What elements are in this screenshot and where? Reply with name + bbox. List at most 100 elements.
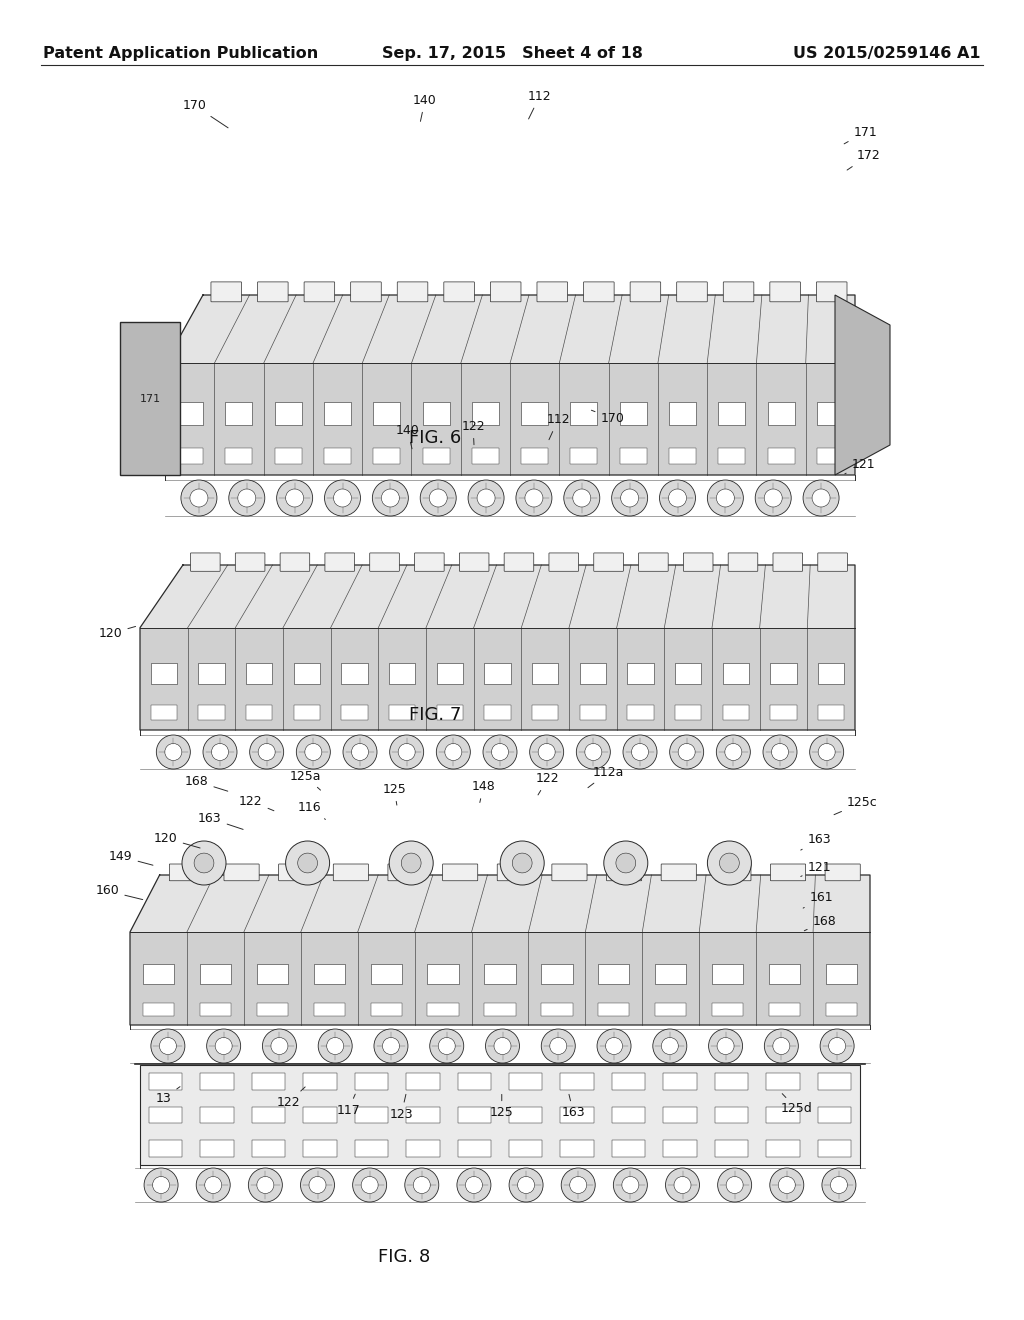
Circle shape <box>763 735 797 770</box>
Circle shape <box>770 1168 804 1203</box>
Circle shape <box>764 488 782 507</box>
Circle shape <box>401 853 421 873</box>
FancyBboxPatch shape <box>770 282 801 302</box>
Bar <box>715 1106 749 1123</box>
Text: 122: 122 <box>461 420 485 445</box>
Bar <box>150 1106 182 1123</box>
FancyBboxPatch shape <box>825 865 860 880</box>
Text: 171: 171 <box>844 125 878 144</box>
Bar <box>766 1140 800 1156</box>
Circle shape <box>153 1176 170 1193</box>
Circle shape <box>822 1168 856 1203</box>
Bar <box>246 705 272 721</box>
Text: 168: 168 <box>804 915 837 931</box>
Circle shape <box>215 1038 232 1055</box>
Bar <box>257 964 288 983</box>
FancyBboxPatch shape <box>630 282 660 302</box>
Circle shape <box>249 1168 283 1203</box>
Bar <box>817 1073 851 1090</box>
Text: Sep. 17, 2015 Sheet 4 of 18: Sep. 17, 2015 Sheet 4 of 18 <box>382 46 642 61</box>
Bar <box>373 447 400 465</box>
Text: FIG. 7: FIG. 7 <box>409 706 462 725</box>
Circle shape <box>457 1168 490 1203</box>
Bar <box>560 1106 594 1123</box>
Circle shape <box>382 1038 399 1055</box>
FancyBboxPatch shape <box>594 553 624 572</box>
FancyBboxPatch shape <box>325 553 354 572</box>
Text: 121: 121 <box>801 861 831 876</box>
Circle shape <box>262 1030 296 1063</box>
Text: 163: 163 <box>801 833 831 850</box>
Text: US 2015/0259146 A1: US 2015/0259146 A1 <box>794 46 981 61</box>
Circle shape <box>818 743 836 760</box>
Circle shape <box>398 743 415 760</box>
Circle shape <box>389 841 433 884</box>
Circle shape <box>622 1176 639 1193</box>
Bar <box>509 1073 543 1090</box>
Bar <box>769 1002 801 1016</box>
Circle shape <box>669 488 686 507</box>
Bar <box>770 705 797 721</box>
FancyBboxPatch shape <box>816 282 847 302</box>
Circle shape <box>717 735 751 770</box>
Bar <box>201 1106 233 1123</box>
Circle shape <box>298 853 317 873</box>
Text: 161: 161 <box>803 891 834 908</box>
Circle shape <box>564 480 600 516</box>
Circle shape <box>577 735 610 770</box>
FancyBboxPatch shape <box>677 282 708 302</box>
Circle shape <box>228 480 265 516</box>
Bar <box>274 447 302 465</box>
Circle shape <box>709 1030 742 1063</box>
Bar <box>484 663 511 685</box>
Circle shape <box>500 841 544 884</box>
Bar <box>723 663 749 685</box>
FancyBboxPatch shape <box>388 865 423 880</box>
Bar <box>620 401 647 425</box>
Circle shape <box>812 488 830 507</box>
FancyBboxPatch shape <box>415 553 444 572</box>
Circle shape <box>343 735 377 770</box>
Text: 13: 13 <box>156 1086 180 1105</box>
Circle shape <box>828 1038 846 1055</box>
Bar <box>718 447 745 465</box>
Bar <box>560 1073 594 1090</box>
Polygon shape <box>140 565 855 628</box>
Bar <box>252 1106 286 1123</box>
Circle shape <box>296 735 331 770</box>
Circle shape <box>585 743 602 760</box>
Circle shape <box>144 1168 178 1203</box>
Bar <box>389 663 416 685</box>
Circle shape <box>803 480 839 516</box>
Circle shape <box>205 1176 222 1193</box>
Bar <box>712 1002 743 1016</box>
Text: 163: 163 <box>561 1094 586 1119</box>
Circle shape <box>466 1176 482 1193</box>
FancyBboxPatch shape <box>281 553 309 572</box>
FancyBboxPatch shape <box>537 282 567 302</box>
Text: 140: 140 <box>413 94 437 121</box>
Text: 149: 149 <box>109 850 153 865</box>
Bar <box>142 964 174 983</box>
Text: 120: 120 <box>98 627 135 640</box>
Bar <box>484 1002 516 1016</box>
Circle shape <box>597 1030 631 1063</box>
FancyBboxPatch shape <box>257 282 288 302</box>
Bar <box>341 705 368 721</box>
Circle shape <box>238 488 256 507</box>
Circle shape <box>670 735 703 770</box>
FancyBboxPatch shape <box>773 553 803 572</box>
Bar <box>521 447 548 465</box>
Bar <box>770 663 797 685</box>
Bar <box>664 1106 696 1123</box>
Circle shape <box>623 735 657 770</box>
Bar <box>580 663 606 685</box>
Circle shape <box>529 735 563 770</box>
Bar <box>294 663 319 685</box>
Bar <box>484 705 511 721</box>
Circle shape <box>674 1176 691 1193</box>
Text: 125d: 125d <box>780 1094 813 1115</box>
FancyBboxPatch shape <box>490 282 521 302</box>
Bar <box>580 705 606 721</box>
Circle shape <box>271 1038 288 1055</box>
